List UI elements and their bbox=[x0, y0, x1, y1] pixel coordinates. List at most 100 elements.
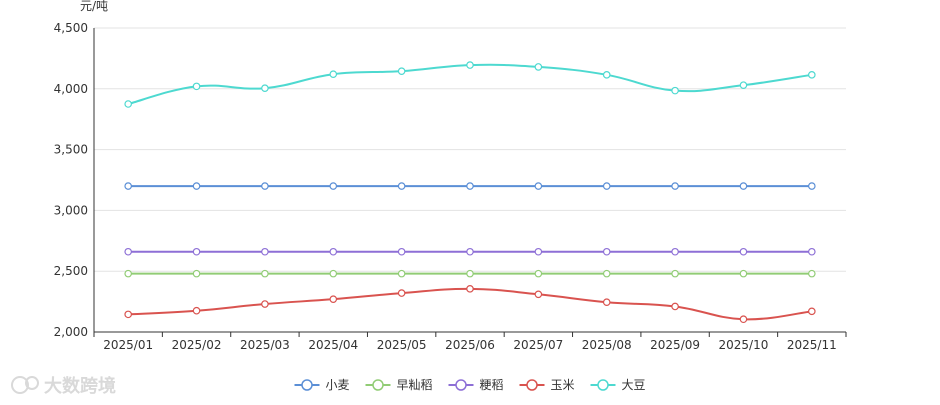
series-line bbox=[127, 63, 812, 105]
data-point[interactable] bbox=[671, 269, 679, 278]
data-point[interactable] bbox=[739, 81, 748, 89]
y-axis: 2,000 2,500 3,000 3,500 4,000 4,500 bbox=[54, 21, 95, 339]
x-tick-label: 2025/03 bbox=[240, 338, 290, 352]
data-point[interactable] bbox=[671, 247, 679, 256]
x-tick-label: 2025/06 bbox=[445, 338, 495, 352]
data-point[interactable] bbox=[261, 300, 269, 308]
legend-item-0[interactable]: 小麦 bbox=[294, 378, 350, 392]
x-tick-label: 2025/08 bbox=[582, 338, 632, 352]
data-point[interactable] bbox=[192, 182, 201, 190]
data-point[interactable] bbox=[534, 63, 543, 71]
series-group bbox=[124, 61, 816, 324]
data-point[interactable] bbox=[534, 290, 543, 299]
x-tick-label: 2025/07 bbox=[513, 338, 563, 352]
series-line bbox=[128, 287, 812, 321]
y-tick-label: 3,500 bbox=[54, 143, 88, 157]
data-point[interactable] bbox=[397, 269, 406, 278]
legend-item-1[interactable]: 早籼稻 bbox=[365, 378, 433, 392]
y-tick-label: 4,500 bbox=[54, 21, 88, 35]
legend-item-2[interactable]: 粳稻 bbox=[448, 378, 504, 392]
data-point[interactable] bbox=[329, 70, 338, 79]
data-point[interactable] bbox=[602, 298, 611, 307]
legend-item-4[interactable]: 大豆 bbox=[590, 378, 646, 392]
data-point[interactable] bbox=[261, 182, 269, 190]
x-axis: 2025/01 2025/02 2025/03 2025/04 2025/05 2025/… bbox=[93, 331, 847, 352]
data-point[interactable] bbox=[124, 247, 132, 256]
watermark-logo-icon bbox=[11, 376, 29, 394]
data-point[interactable] bbox=[808, 247, 816, 256]
legend-marker-icon bbox=[455, 379, 467, 391]
data-point[interactable] bbox=[192, 306, 201, 315]
data-point[interactable] bbox=[739, 182, 748, 190]
data-point[interactable] bbox=[466, 285, 474, 293]
data-point[interactable] bbox=[329, 295, 338, 303]
data-point[interactable] bbox=[397, 247, 406, 256]
watermark: 大数跨境 bbox=[11, 375, 116, 397]
legend[interactable]: 小麦 早籼稻 粳稻 玉米 大豆 bbox=[294, 378, 646, 392]
x-tick-label: 2025/09 bbox=[650, 338, 700, 352]
data-point[interactable] bbox=[671, 302, 679, 311]
data-point[interactable] bbox=[261, 269, 269, 278]
data-point[interactable] bbox=[124, 269, 132, 278]
y-axis-unit-label: 元/吨 bbox=[80, 0, 108, 13]
data-point[interactable] bbox=[671, 86, 679, 95]
data-point[interactable] bbox=[808, 307, 816, 316]
y-tick-label: 4,000 bbox=[54, 82, 88, 96]
data-point[interactable] bbox=[466, 247, 474, 256]
y-tick-label: 3,000 bbox=[54, 203, 88, 217]
x-tick-label: 2025/01 bbox=[103, 338, 153, 352]
legend-item-3[interactable]: 玉米 bbox=[519, 378, 575, 392]
legend-marker-icon bbox=[526, 379, 538, 391]
data-point[interactable] bbox=[602, 71, 611, 79]
data-point[interactable] bbox=[534, 182, 543, 190]
data-point[interactable] bbox=[534, 247, 543, 256]
data-point[interactable] bbox=[397, 67, 406, 75]
x-tick-label: 2025/05 bbox=[377, 338, 427, 352]
data-point[interactable] bbox=[192, 82, 201, 91]
legend-label: 小麦 bbox=[326, 378, 350, 392]
x-tick-label: 2025/10 bbox=[719, 338, 769, 352]
watermark-logo-icon-2 bbox=[25, 376, 39, 390]
legend-label: 早籼稻 bbox=[397, 378, 433, 392]
data-point[interactable] bbox=[602, 269, 611, 278]
series-0 bbox=[124, 182, 816, 190]
watermark-text: 大数跨境 bbox=[44, 375, 116, 397]
legend-label: 粳稻 bbox=[480, 378, 504, 392]
x-tick-label: 2025/11 bbox=[787, 338, 837, 352]
data-point[interactable] bbox=[739, 269, 748, 278]
y-tick-label: 2,500 bbox=[54, 264, 88, 278]
data-point[interactable] bbox=[124, 310, 132, 319]
data-point[interactable] bbox=[671, 182, 679, 190]
data-point[interactable] bbox=[329, 247, 338, 256]
data-point[interactable] bbox=[261, 84, 269, 92]
data-point[interactable] bbox=[124, 100, 132, 108]
legend-marker-icon bbox=[301, 379, 313, 391]
legend-label: 玉米 bbox=[551, 378, 575, 392]
data-point[interactable] bbox=[739, 247, 748, 256]
data-point[interactable] bbox=[261, 247, 269, 256]
legend-marker-icon bbox=[597, 379, 609, 391]
data-point[interactable] bbox=[466, 269, 474, 278]
data-point[interactable] bbox=[808, 182, 816, 190]
data-point[interactable] bbox=[192, 247, 201, 256]
data-point[interactable] bbox=[192, 269, 201, 278]
data-point[interactable] bbox=[739, 315, 748, 324]
data-point[interactable] bbox=[329, 182, 338, 190]
series-2 bbox=[124, 247, 816, 256]
x-tick-label: 2025/04 bbox=[308, 338, 358, 352]
data-point[interactable] bbox=[329, 269, 338, 278]
data-point[interactable] bbox=[534, 269, 543, 278]
data-point[interactable] bbox=[397, 182, 406, 190]
data-point[interactable] bbox=[466, 61, 474, 69]
data-point[interactable] bbox=[602, 182, 611, 190]
data-point[interactable] bbox=[466, 182, 474, 190]
data-point[interactable] bbox=[397, 289, 406, 297]
data-point[interactable] bbox=[602, 247, 611, 256]
data-point[interactable] bbox=[808, 71, 816, 79]
legend-marker-icon bbox=[372, 379, 384, 391]
data-point[interactable] bbox=[124, 182, 132, 190]
series-4 bbox=[124, 61, 816, 108]
legend-label: 大豆 bbox=[622, 378, 646, 392]
data-point[interactable] bbox=[808, 269, 816, 278]
